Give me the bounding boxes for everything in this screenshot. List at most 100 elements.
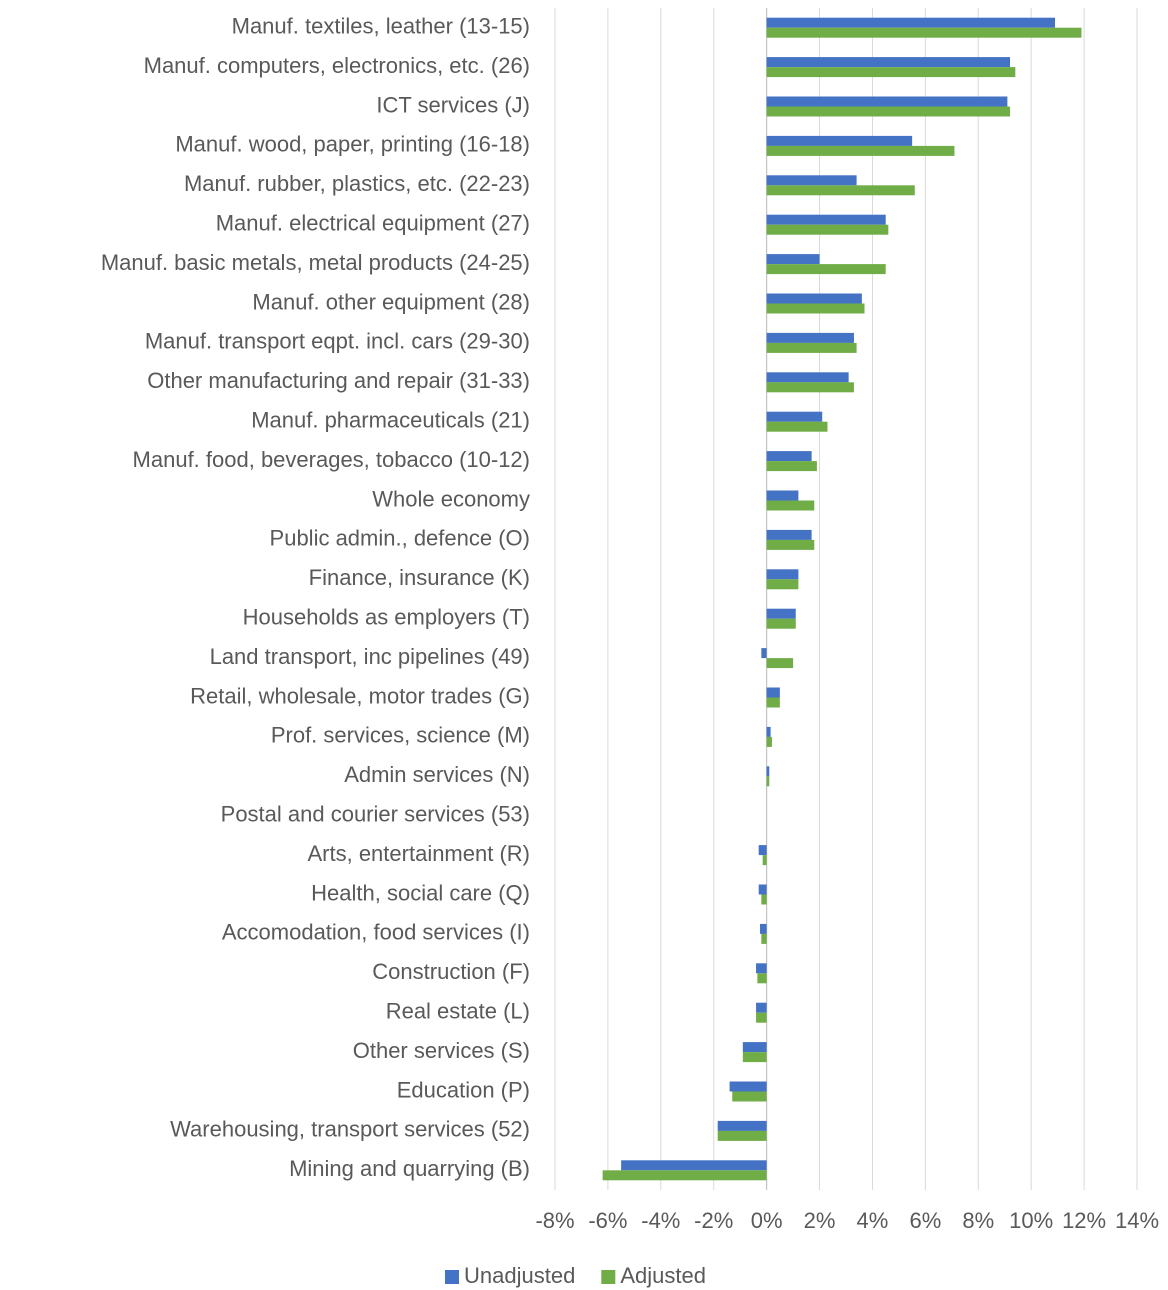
- bar: [766, 382, 854, 393]
- bar: [766, 579, 799, 590]
- x-tick-label: 14%: [1115, 1208, 1159, 1233]
- bar: [756, 963, 767, 974]
- y-tick-label: Warehousing, transport services (52): [170, 1117, 530, 1142]
- bar: [766, 529, 812, 540]
- bar: [766, 372, 849, 383]
- x-tick-label: 12%: [1062, 1208, 1106, 1233]
- bar: [756, 1002, 767, 1013]
- bar: [766, 736, 772, 747]
- legend-label: Unadjusted: [464, 1263, 575, 1288]
- bar: [766, 303, 865, 314]
- y-tick-label: Manuf. basic metals, metal products (24-…: [101, 250, 530, 275]
- y-tick-label: Other services (S): [353, 1038, 530, 1063]
- y-tick-label: Accomodation, food services (I): [222, 920, 530, 945]
- y-tick-label: Manuf. electrical equipment (27): [216, 211, 530, 236]
- legend-label: Adjusted: [620, 1263, 706, 1288]
- bar: [717, 1130, 767, 1141]
- bar: [766, 461, 817, 472]
- bar: [760, 923, 767, 934]
- bar: [758, 884, 767, 895]
- y-tick-label: Health, social care (Q): [311, 880, 530, 905]
- bar: [766, 135, 913, 146]
- bar: [766, 185, 915, 196]
- bar: [766, 608, 796, 619]
- bar: [766, 254, 820, 265]
- bar: [766, 411, 823, 422]
- bar: [766, 697, 780, 708]
- x-tick-label: 10%: [1009, 1208, 1053, 1233]
- bar: [766, 766, 770, 777]
- x-tick-label: -8%: [535, 1208, 574, 1233]
- bar: [758, 845, 767, 856]
- bar: [766, 293, 862, 304]
- bar: [729, 1081, 767, 1092]
- bar: [766, 658, 794, 669]
- x-tick-label: 8%: [962, 1208, 994, 1233]
- bar: [766, 224, 889, 235]
- y-tick-label: Finance, insurance (K): [309, 565, 530, 590]
- bar: [766, 264, 886, 275]
- y-tick-label: Households as employers (T): [243, 605, 530, 630]
- bar: [766, 145, 955, 156]
- bar: [766, 490, 799, 501]
- x-tick-label: 4%: [857, 1208, 889, 1233]
- y-tick-label: ICT services (J): [376, 92, 530, 117]
- bar: [766, 451, 812, 462]
- legend-marker: [445, 1270, 459, 1284]
- y-tick-label: Manuf. pharmaceuticals (21): [251, 408, 530, 433]
- legend-marker: [601, 1270, 616, 1284]
- bar: [766, 342, 857, 353]
- bar: [766, 106, 1011, 117]
- bar: [621, 1160, 767, 1171]
- y-tick-label: Construction (F): [372, 959, 530, 984]
- bar: [602, 1170, 767, 1181]
- y-tick-label: Prof. services, science (M): [271, 723, 530, 748]
- x-tick-label: -2%: [694, 1208, 733, 1233]
- bar: [766, 175, 857, 186]
- y-tick-label: Education (P): [397, 1077, 530, 1102]
- bar: [742, 1052, 767, 1063]
- y-tick-label: Manuf. rubber, plastics, etc. (22-23): [184, 171, 530, 196]
- bar: [766, 539, 815, 550]
- bar: [732, 1091, 767, 1102]
- bar: [766, 27, 1082, 38]
- x-tick-label: 2%: [804, 1208, 836, 1233]
- bar: [761, 648, 767, 659]
- y-tick-label: Land transport, inc pipelines (49): [210, 644, 530, 669]
- x-tick-label: 0%: [751, 1208, 783, 1233]
- y-tick-label: Manuf. other equipment (28): [252, 289, 530, 314]
- bar: [766, 500, 815, 511]
- bar: [766, 214, 886, 225]
- y-tick-label: Mining and quarrying (B): [289, 1156, 530, 1181]
- bar: [766, 57, 1011, 68]
- bar: [766, 421, 828, 432]
- y-tick-label: Real estate (L): [386, 999, 530, 1024]
- y-tick-label: Postal and courier services (53): [221, 802, 530, 827]
- y-tick-label: Other manufacturing and repair (31-33): [147, 368, 530, 393]
- bar: [717, 1120, 767, 1131]
- y-tick-label: Manuf. food, beverages, tobacco (10-12): [133, 447, 530, 472]
- y-tick-label: Retail, wholesale, motor trades (G): [190, 683, 530, 708]
- x-tick-label: 6%: [909, 1208, 941, 1233]
- bar: [766, 776, 770, 787]
- x-tick-label: -4%: [641, 1208, 680, 1233]
- bar: [766, 726, 771, 737]
- y-tick-label: Whole economy: [372, 486, 530, 511]
- bar: [742, 1042, 767, 1053]
- bar: [766, 96, 1008, 107]
- bar: [761, 894, 767, 905]
- bar: [761, 933, 767, 944]
- y-tick-label: Manuf. wood, paper, printing (16-18): [175, 132, 530, 157]
- bar: [766, 67, 1016, 78]
- bar: [766, 618, 796, 629]
- y-tick-label: Admin services (N): [344, 762, 530, 787]
- x-tick-label: -6%: [588, 1208, 627, 1233]
- y-tick-label: Manuf. transport eqpt. incl. cars (29-30…: [145, 329, 530, 354]
- bar: [766, 687, 780, 698]
- y-tick-label: Public admin., defence (O): [270, 526, 530, 551]
- y-tick-label: Manuf. textiles, leather (13-15): [232, 14, 530, 39]
- y-tick-label: Arts, entertainment (R): [307, 841, 530, 866]
- bar: [766, 569, 799, 580]
- bar: [766, 332, 854, 343]
